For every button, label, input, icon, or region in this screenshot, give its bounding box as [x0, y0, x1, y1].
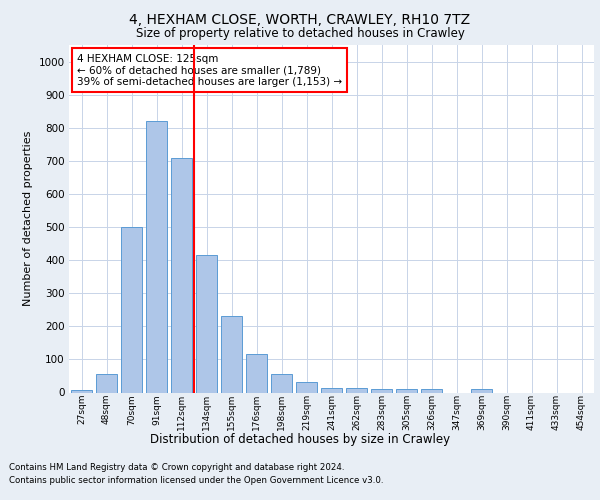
Text: Contains HM Land Registry data © Crown copyright and database right 2024.: Contains HM Land Registry data © Crown c…	[9, 462, 344, 471]
Bar	[296, 382, 317, 392]
Bar	[121, 227, 142, 392]
Bar	[96, 374, 117, 392]
Bar	[371, 389, 392, 392]
Text: Contains public sector information licensed under the Open Government Licence v3: Contains public sector information licen…	[9, 476, 383, 485]
Text: Size of property relative to detached houses in Crawley: Size of property relative to detached ho…	[136, 28, 464, 40]
Bar	[471, 389, 492, 392]
Bar	[346, 388, 367, 392]
Bar	[71, 390, 92, 392]
Text: 4 HEXHAM CLOSE: 125sqm
← 60% of detached houses are smaller (1,789)
39% of semi-: 4 HEXHAM CLOSE: 125sqm ← 60% of detached…	[77, 54, 342, 87]
Bar	[271, 374, 292, 392]
Bar	[171, 158, 192, 392]
Bar	[196, 255, 217, 392]
Bar	[321, 388, 342, 392]
Bar	[396, 388, 417, 392]
Text: 4, HEXHAM CLOSE, WORTH, CRAWLEY, RH10 7TZ: 4, HEXHAM CLOSE, WORTH, CRAWLEY, RH10 7T…	[130, 12, 470, 26]
Bar	[221, 316, 242, 392]
Bar	[421, 389, 442, 392]
Text: Distribution of detached houses by size in Crawley: Distribution of detached houses by size …	[150, 432, 450, 446]
Y-axis label: Number of detached properties: Number of detached properties	[23, 131, 33, 306]
Bar	[146, 121, 167, 392]
Bar	[246, 354, 267, 393]
